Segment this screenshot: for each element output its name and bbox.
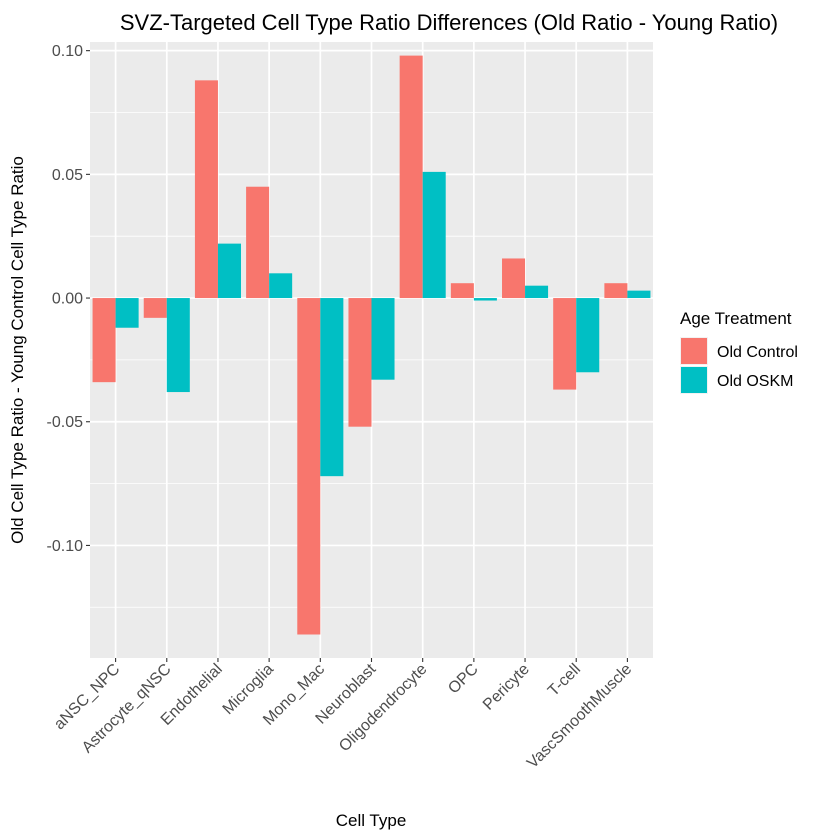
bar-old-oskm-opc <box>473 298 497 301</box>
chart-title: SVZ-Targeted Cell Type Ratio Differences… <box>120 10 778 35</box>
bar-old-oskm-vascsmoothmuscle <box>627 290 651 299</box>
y-axis: 0.10 0.05 0.00 -0.05 -0.10 <box>47 43 90 555</box>
legend-title: Age Treatment <box>680 309 792 328</box>
x-tick-label: Pericyte <box>480 661 533 714</box>
bar-old-control-endothelial <box>194 80 218 299</box>
legend-swatch-old-control <box>681 338 707 364</box>
x-tick-label: Astrocyte_qNSC <box>79 661 175 757</box>
bar-old-control-ansc-npc <box>92 298 116 383</box>
x-tick-label: VascSmoothMuscle <box>524 661 635 772</box>
y-tick-label: 0.05 <box>52 167 83 184</box>
bar-old-oskm-pericyte <box>525 285 549 299</box>
x-axis-title: Cell Type <box>336 811 407 830</box>
bar-old-control-vascsmoothmuscle <box>604 283 628 299</box>
bar-old-oskm-endothelial <box>217 243 241 299</box>
x-axis: aNSC_NPCAstrocyte_qNSCEndothelialMicrogl… <box>51 658 635 772</box>
y-axis-title: Old Cell Type Ratio - Young Control Cell… <box>8 156 27 544</box>
bars <box>92 55 651 635</box>
y-tick-label: -0.10 <box>47 538 84 555</box>
y-tick-label: 0.10 <box>52 43 83 60</box>
y-tick-label: 0.00 <box>52 291 83 308</box>
x-tick-label: OPC <box>445 661 482 698</box>
bar-old-oskm-t-cell <box>576 298 600 373</box>
legend-swatch-old-oskm <box>681 367 707 393</box>
bar-old-oskm-microglia <box>269 273 293 299</box>
bar-old-control-astrocyte-qnsc <box>143 298 167 318</box>
bar-old-control-pericyte <box>502 258 526 299</box>
bar-old-oskm-ansc-npc <box>115 298 139 328</box>
bar-old-control-oligodendrocyte <box>399 55 423 299</box>
bar-old-oskm-neuroblast <box>371 298 395 380</box>
y-tick-label: -0.05 <box>47 414 84 431</box>
x-tick-label: Oligodendrocyte <box>336 661 430 755</box>
bar-old-control-t-cell <box>553 298 577 390</box>
bar-old-control-mono-mac <box>297 298 321 635</box>
bar-old-control-neuroblast <box>348 298 372 427</box>
bar-old-control-microglia <box>246 186 270 299</box>
bar-old-oskm-mono-mac <box>320 298 344 477</box>
bar-old-control-opc <box>450 283 474 299</box>
x-tick-label: T-cell <box>545 661 584 700</box>
legend-label-old-oskm: Old OSKM <box>717 373 793 390</box>
bar-old-oskm-oligodendrocyte <box>422 171 446 299</box>
legend-label-old-control: Old Control <box>717 344 798 361</box>
legend: Age Treatment Old Control Old OSKM <box>680 309 798 394</box>
bar-old-oskm-astrocyte-qnsc <box>166 298 190 393</box>
